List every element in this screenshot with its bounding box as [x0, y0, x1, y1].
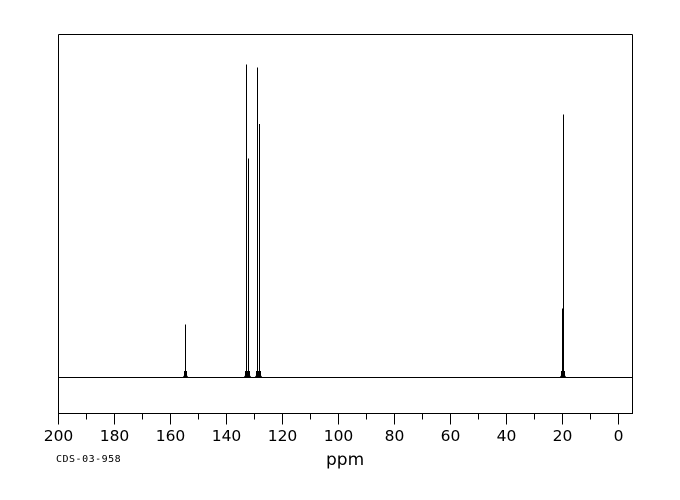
x-axis-tick-label: 100	[324, 427, 354, 445]
x-axis-tick-label: 20	[553, 427, 573, 445]
peak-base-bump	[245, 373, 252, 378]
plot-frame	[58, 34, 633, 414]
sample-id-label: CDS-03-958	[56, 454, 122, 465]
x-axis-tick-label: 200	[44, 427, 74, 445]
x-axis-unit-label: ppm	[326, 450, 365, 470]
x-axis-tick-label: 180	[100, 427, 130, 445]
peak-base-bump	[256, 373, 263, 378]
x-axis-tick-label: 40	[497, 427, 517, 445]
x-axis-tick-label: 60	[441, 427, 461, 445]
peak-base-bump	[182, 373, 189, 378]
x-axis-tick-label: 120	[268, 427, 298, 445]
x-axis-tick-label: 80	[385, 427, 405, 445]
x-axis-tick-label: 0	[614, 427, 624, 445]
x-axis-tick-label: 160	[156, 427, 186, 445]
x-axis-tick-label: 140	[212, 427, 242, 445]
peak-base-bump	[560, 373, 567, 378]
